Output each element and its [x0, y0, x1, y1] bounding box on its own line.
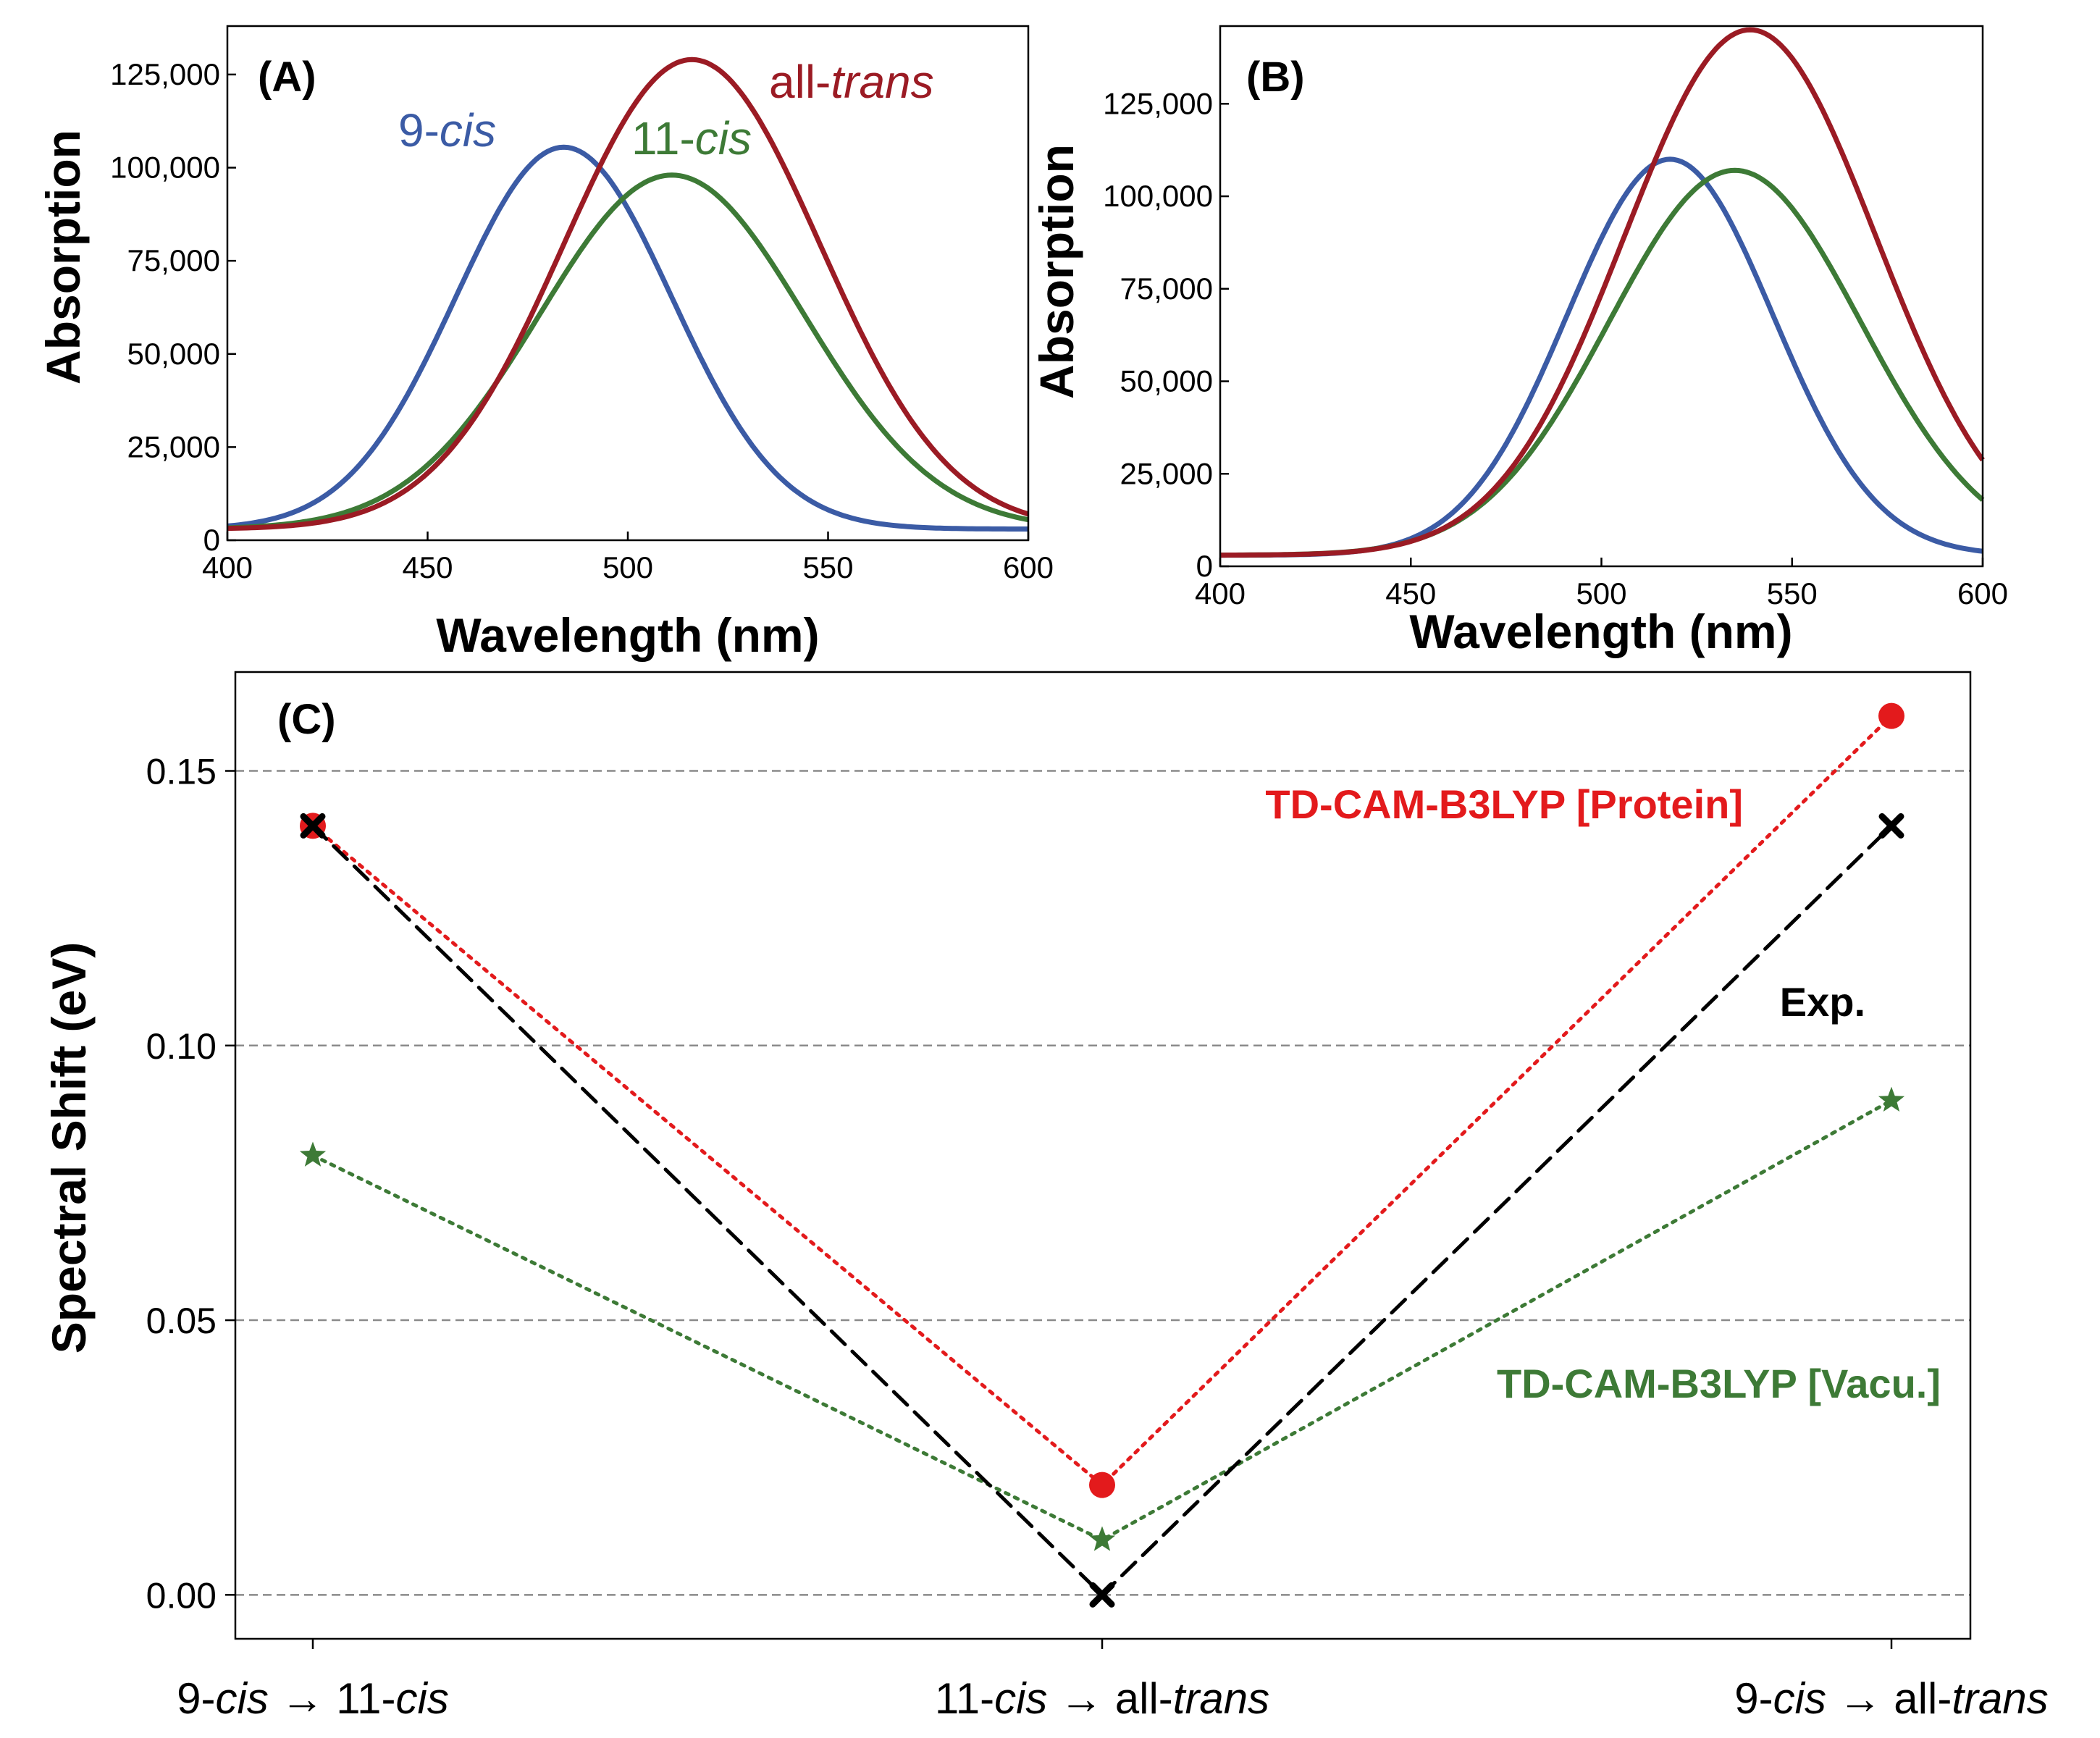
marker-protein	[1089, 1472, 1115, 1498]
marker-vacu	[1878, 1086, 1905, 1112]
series-label-protein: TD-CAM-B3LYP [Protein]	[1265, 781, 1743, 827]
panel-a-label: (A)	[258, 54, 316, 101]
y-tick-label: 100,000	[1103, 179, 1213, 213]
spectrum-all-trans	[227, 56, 1030, 532]
marker-exp	[1089, 1582, 1115, 1608]
y-tick-label: 125,000	[1103, 86, 1213, 120]
x-tick-label: 600	[1957, 576, 2008, 610]
y-tick-label: 25,000	[127, 429, 220, 463]
series-line-star	[311, 1099, 1894, 1542]
curve-label-all-trans: all-trans	[769, 56, 934, 108]
panel-c-label: (C)	[277, 696, 336, 743]
y-tick-label: 0.00	[146, 1575, 217, 1616]
spectrum-9-cis	[227, 144, 1028, 532]
marker-vacu	[1088, 1526, 1116, 1551]
y-tick-label: 0	[1196, 549, 1213, 583]
marker-exp	[1878, 813, 1904, 839]
y-tick-label: 50,000	[1120, 364, 1213, 398]
y-tick-label: 75,000	[127, 243, 220, 277]
x-tick-label: 400	[1195, 576, 1246, 610]
panel-c-ylabel: Spectral Shift (eV)	[42, 942, 96, 1353]
x-tick-label: 600	[1003, 550, 1054, 584]
category-label: 9-cis → all-trans	[1734, 1674, 2048, 1723]
spectrum-11-cis	[227, 172, 1029, 531]
x-tick-label: 500	[1576, 576, 1626, 610]
y-tick-label: 75,000	[1120, 272, 1213, 306]
x-tick-label: 450	[402, 550, 453, 584]
curve-label-11-cis: 11-cis	[631, 112, 752, 164]
x-tick-label: 550	[802, 550, 853, 584]
y-tick-label: 0	[203, 523, 220, 557]
marker-vacu	[299, 1141, 327, 1167]
x-tick-label: 400	[202, 550, 253, 584]
series-label-exp: Exp.	[1780, 979, 1865, 1025]
y-tick-label: 0.15	[146, 752, 217, 792]
y-tick-label: 100,000	[110, 151, 220, 185]
marker-protein	[1878, 702, 1904, 729]
spectrum-all-trans	[1220, 27, 1985, 558]
y-tick-label: 125,000	[110, 57, 220, 91]
x-tick-label: 450	[1385, 576, 1436, 610]
panel-b: 400 450 500 550 600 0 25,000 50,000 75,000 100,00…	[1030, 25, 2008, 658]
marker-exp	[300, 813, 326, 839]
category-label: 9-cis → 11-cis	[177, 1674, 449, 1723]
panel-b-xlabel: Wavelength (nm)	[1409, 605, 1792, 658]
spectrum-11-cis	[1220, 167, 1985, 558]
x-tick-label: 550	[1767, 576, 1818, 610]
y-tick-label: 25,000	[1120, 456, 1213, 490]
series-label-vacu: TD-CAM-B3LYP [Vacu.]	[1497, 1361, 1941, 1406]
y-tick-label: 50,000	[127, 337, 220, 371]
panel-a-xlabel: Wavelength (nm)	[436, 608, 819, 662]
y-tick-label: 0.05	[146, 1301, 217, 1341]
x-tick-label: 500	[602, 550, 653, 584]
panel-c: 0.00 0.05 0.10 0.15 (C) Spectral Shift (eV)…	[42, 671, 2049, 1723]
category-label: 11-cis → all-trans	[935, 1674, 1269, 1723]
panel-a-ylabel: Absorption	[36, 130, 90, 385]
panel-a: 400 450 500 550 600 0 25,000 50,000 75,000 100,00…	[36, 25, 1054, 662]
y-tick-label: 0.10	[146, 1026, 217, 1067]
panel-b-ylabel: Absorption	[1030, 144, 1083, 399]
curve-label-9-cis: 9-cis	[398, 104, 496, 156]
panel-b-label: (B)	[1246, 54, 1305, 101]
